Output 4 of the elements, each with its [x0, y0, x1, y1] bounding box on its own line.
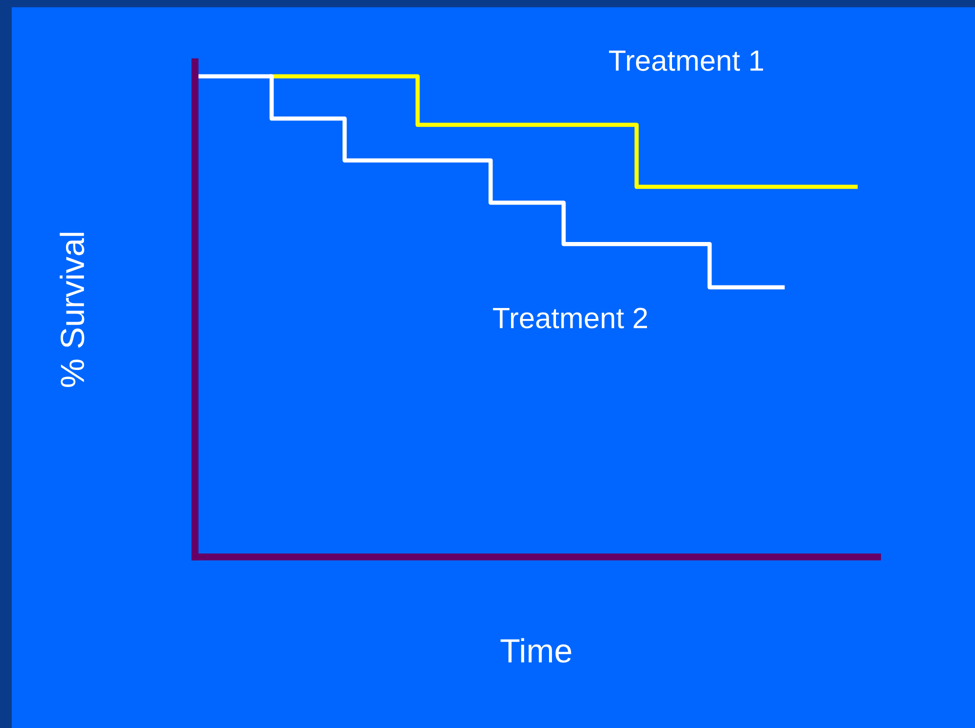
text: Treatment 2 [492, 308, 647, 328]
series-label: Treatment 1 [608, 50, 764, 71]
y-axis-title: % Survival [60, 232, 84, 387]
x-axis-title: Time [500, 638, 572, 663]
